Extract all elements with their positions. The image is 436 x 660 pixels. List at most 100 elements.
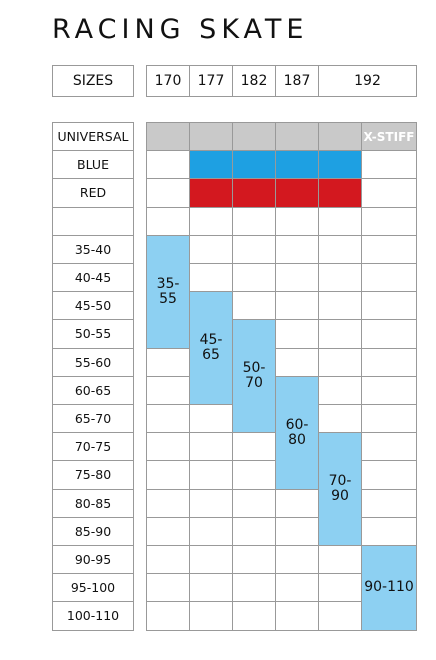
grid-cell [275, 234, 319, 264]
grid-cell [361, 347, 417, 377]
grid-cell [275, 206, 319, 236]
row-label: 35-40 [52, 234, 134, 264]
row-label [52, 206, 134, 236]
grid-cell [361, 404, 417, 434]
grid-cell [318, 319, 362, 349]
grid-cell [318, 178, 362, 208]
grid-cell [318, 347, 362, 377]
size-cell: 177 [189, 65, 233, 97]
row-label: 65-70 [52, 404, 134, 434]
grid-cell [361, 319, 417, 349]
weight-block-label: 45-65 [199, 332, 223, 364]
grid-cell [189, 601, 233, 631]
grid-cell [146, 516, 190, 546]
grid-cell [361, 291, 417, 321]
row-label: 45-50 [52, 291, 134, 321]
grid-cell [275, 122, 319, 152]
grid-cell [232, 516, 276, 546]
grid-cell [189, 150, 233, 180]
grid-cell [232, 291, 276, 321]
grid-cell [189, 516, 233, 546]
grid-cell [361, 234, 417, 264]
grid-cell [318, 545, 362, 575]
row-label: 40-45 [52, 263, 134, 293]
grid-cell [189, 573, 233, 603]
grid-cell [232, 206, 276, 236]
grid-cell [318, 263, 362, 293]
grid-cell [232, 601, 276, 631]
grid-cell [318, 150, 362, 180]
row-label: 50-55 [52, 319, 134, 349]
grid-cell [189, 432, 233, 462]
grid-cell [318, 404, 362, 434]
weight-block-label: 60-80 [285, 416, 309, 448]
grid-cell [146, 488, 190, 518]
grid-cell [146, 375, 190, 405]
weight-block-label: 50-70 [242, 360, 266, 392]
grid-cell [146, 206, 190, 236]
grid-cell [146, 347, 190, 377]
grid-cell [318, 206, 362, 236]
grid-cell [189, 178, 233, 208]
grid-cell [275, 263, 319, 293]
row-label: BLUE [52, 150, 134, 180]
grid-cell [189, 206, 233, 236]
row-label: 75-80 [52, 460, 134, 490]
grid-cell [275, 516, 319, 546]
row-label: 70-75 [52, 432, 134, 462]
grid-cell [318, 234, 362, 264]
size-cell: 192 [318, 65, 417, 97]
row-label: 55-60 [52, 347, 134, 377]
grid-cell [189, 545, 233, 575]
grid-cell [232, 122, 276, 152]
grid-cell [189, 122, 233, 152]
grid-cell [361, 460, 417, 490]
grid-cell [232, 150, 276, 180]
grid-cell [232, 460, 276, 490]
grid-cell [146, 150, 190, 180]
grid-cell [275, 319, 319, 349]
weight-block: 50-70 [233, 320, 275, 433]
row-label: 100-110 [52, 601, 134, 631]
weight-block: 35-55 [147, 235, 189, 348]
grid-cell [146, 460, 190, 490]
grid-cell [189, 263, 233, 293]
size-cell: 182 [232, 65, 276, 97]
grid-cell [232, 488, 276, 518]
grid-cell [232, 178, 276, 208]
grid-cell [232, 432, 276, 462]
weight-block: 60-80 [276, 376, 318, 489]
row-label: 90-95 [52, 545, 134, 575]
grid-cell [275, 545, 319, 575]
grid-cell [275, 291, 319, 321]
grid-cell [189, 234, 233, 264]
grid-cell [361, 488, 417, 518]
weight-block: 70-90 [319, 433, 361, 545]
grid-cell [189, 404, 233, 434]
grid-cell [275, 178, 319, 208]
size-cell: 187 [275, 65, 319, 97]
grid-cell [361, 150, 417, 180]
grid-cell [232, 573, 276, 603]
weight-block: 45-65 [190, 292, 232, 404]
grid-cell [361, 178, 417, 208]
grid-cell [361, 375, 417, 405]
grid-cell [146, 178, 190, 208]
grid-cell [318, 291, 362, 321]
grid-cell [189, 488, 233, 518]
weight-block-label: 90-110 [364, 579, 414, 596]
row-label: 95-100 [52, 573, 134, 603]
title: RACING SKATE [52, 14, 309, 45]
grid-cell: X-STIFF [361, 122, 417, 152]
grid-cell [275, 347, 319, 377]
row-label: 85-90 [52, 516, 134, 546]
grid-cell [275, 488, 319, 518]
grid-cell [361, 516, 417, 546]
grid-cell [146, 573, 190, 603]
grid-cell [189, 460, 233, 490]
grid-cell [275, 601, 319, 631]
grid-cell [232, 234, 276, 264]
size-cell: 170 [146, 65, 190, 97]
grid-cell [146, 545, 190, 575]
